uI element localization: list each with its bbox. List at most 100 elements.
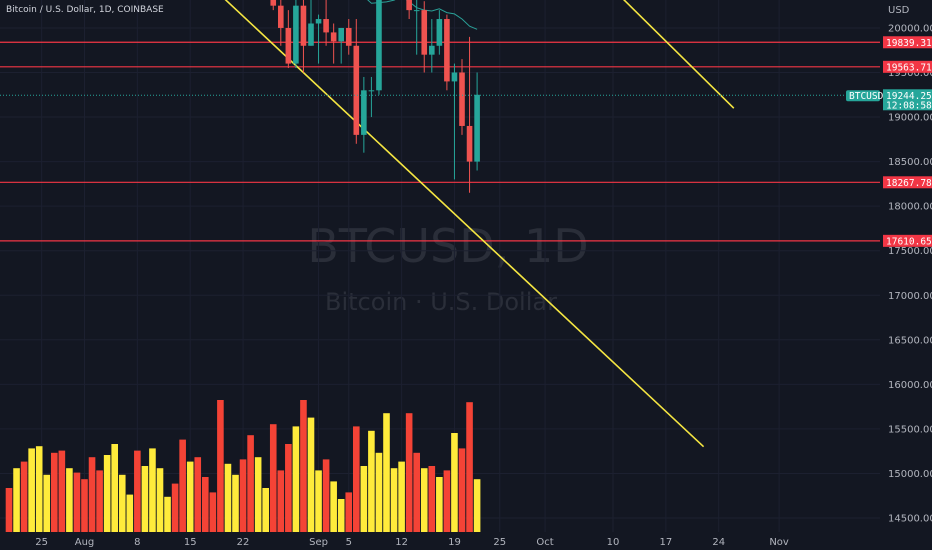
countdown-label: 12:08:58 (886, 100, 932, 111)
price-tag-bg (883, 234, 932, 247)
y-tick-label: 15000.00 (888, 469, 932, 480)
x-tick-label: 17 (659, 537, 672, 548)
price-tag-label: 19563.71 (886, 62, 932, 73)
x-tick-label: Sep (309, 537, 328, 548)
volume-bar (307, 417, 315, 532)
candle-body (474, 94, 480, 162)
symbol-tag: BTCUSD (846, 90, 884, 102)
x-tick-label: 25 (493, 537, 506, 548)
volume-bar (405, 413, 413, 532)
candle (315, 14, 322, 64)
volume-bar (58, 450, 66, 532)
candle-body (466, 125, 473, 162)
volume-bar (277, 470, 285, 532)
price-axis[interactable]: 14500.00 15000.00 15500.00 16000.00 16500.00… (888, 0, 932, 524)
candle-body (285, 27, 292, 64)
candle (436, 10, 443, 55)
volume-bar (51, 452, 58, 532)
time-axis[interactable]: 25 Aug 8 15 22 Sep 5 12 19 25 Oct 10 17 24 Nov (35, 537, 789, 548)
candle (451, 63, 458, 180)
volume-bar (368, 430, 375, 532)
volume-bar (451, 433, 458, 532)
volume-bar (35, 446, 43, 532)
volume-bar (141, 466, 149, 532)
y-tick-label: 16500.00 (888, 335, 932, 346)
volume-bar (96, 470, 103, 532)
volume-bar (285, 444, 292, 532)
price-tag: 19839.31 (883, 36, 932, 49)
volume-bar (269, 424, 277, 532)
candle (376, 0, 382, 95)
candle-body (308, 23, 314, 46)
grid-lines (0, 0, 880, 532)
volume-bar (254, 457, 262, 532)
volume-bar (149, 448, 156, 532)
last-price-label: 19244.25 (886, 91, 932, 102)
volume-bar (20, 461, 28, 532)
candle-body (293, 5, 299, 64)
candle-body (413, 10, 420, 12)
volume-bar (164, 496, 171, 532)
volume-bar (322, 459, 330, 532)
volume-bar (73, 472, 81, 532)
candle-body (361, 90, 367, 135)
x-tick-label: 8 (134, 537, 140, 548)
volume-bar (466, 402, 473, 532)
volume-bar (66, 468, 73, 532)
symbol-watermark: BTCUSD, 1D Bitcoin · U.S. Dollar (307, 219, 588, 316)
y-tick-label: 18000.00 (888, 202, 932, 213)
volume-bar (202, 477, 209, 532)
volume-bar (111, 444, 118, 532)
trendline[interactable] (122, 0, 705, 448)
volume-bar (300, 400, 307, 532)
candle-body (315, 19, 322, 24)
volume-bar (5, 488, 13, 532)
x-tick-label: 12 (395, 537, 408, 548)
y-tick-label: 19500.00 (888, 68, 932, 79)
candle (459, 59, 465, 135)
x-tick-label: Oct (536, 537, 553, 548)
candle-body (368, 90, 375, 92)
candle-body (278, 5, 284, 28)
trendlines[interactable] (122, 0, 735, 448)
volume-bar (156, 468, 164, 532)
volume-bar (13, 468, 20, 532)
volume-bar (398, 461, 405, 532)
volume-bar (28, 448, 35, 532)
volume-bar (375, 452, 383, 532)
last-price-tag-bg (883, 89, 932, 111)
price-tag: 19563.71 (883, 60, 932, 73)
volume-bar (186, 461, 194, 532)
volume-bar (390, 468, 398, 532)
candle-body (459, 72, 465, 126)
volume-bar (383, 413, 390, 532)
trendline[interactable] (183, 0, 735, 109)
price-tag-label: 17610.65 (886, 236, 932, 247)
candle (338, 27, 344, 64)
x-tick-label: Aug (75, 537, 95, 548)
candle (330, 23, 337, 64)
price-tag-bg (883, 60, 932, 73)
volume-bars (5, 400, 481, 532)
candlesticks (270, 0, 480, 193)
volume-bar (473, 479, 481, 532)
candle (293, 0, 299, 69)
price-tag: 17610.65 (883, 234, 932, 247)
symbol-tag-bg (846, 90, 880, 102)
y-tick-label: 20000.00 (888, 23, 932, 34)
price-tag-bg (883, 36, 932, 49)
y-tick-label: 14500.00 (888, 514, 932, 525)
candle (345, 19, 352, 55)
volume-bar (262, 488, 269, 532)
price-tag: 18267.78 (883, 176, 932, 189)
volume-bar (292, 426, 300, 532)
price-tags: 25243.0624355.5019839.3119563.7118267.78… (0, 36, 932, 247)
volume-bar (209, 492, 217, 532)
horizontal-levels[interactable] (0, 0, 880, 242)
candle (413, 0, 420, 55)
candle-body (345, 27, 352, 46)
x-tick-label: 15 (184, 537, 197, 548)
chart-title: Bitcoin / U.S. Dollar, 1D, COINBASE (6, 5, 164, 15)
